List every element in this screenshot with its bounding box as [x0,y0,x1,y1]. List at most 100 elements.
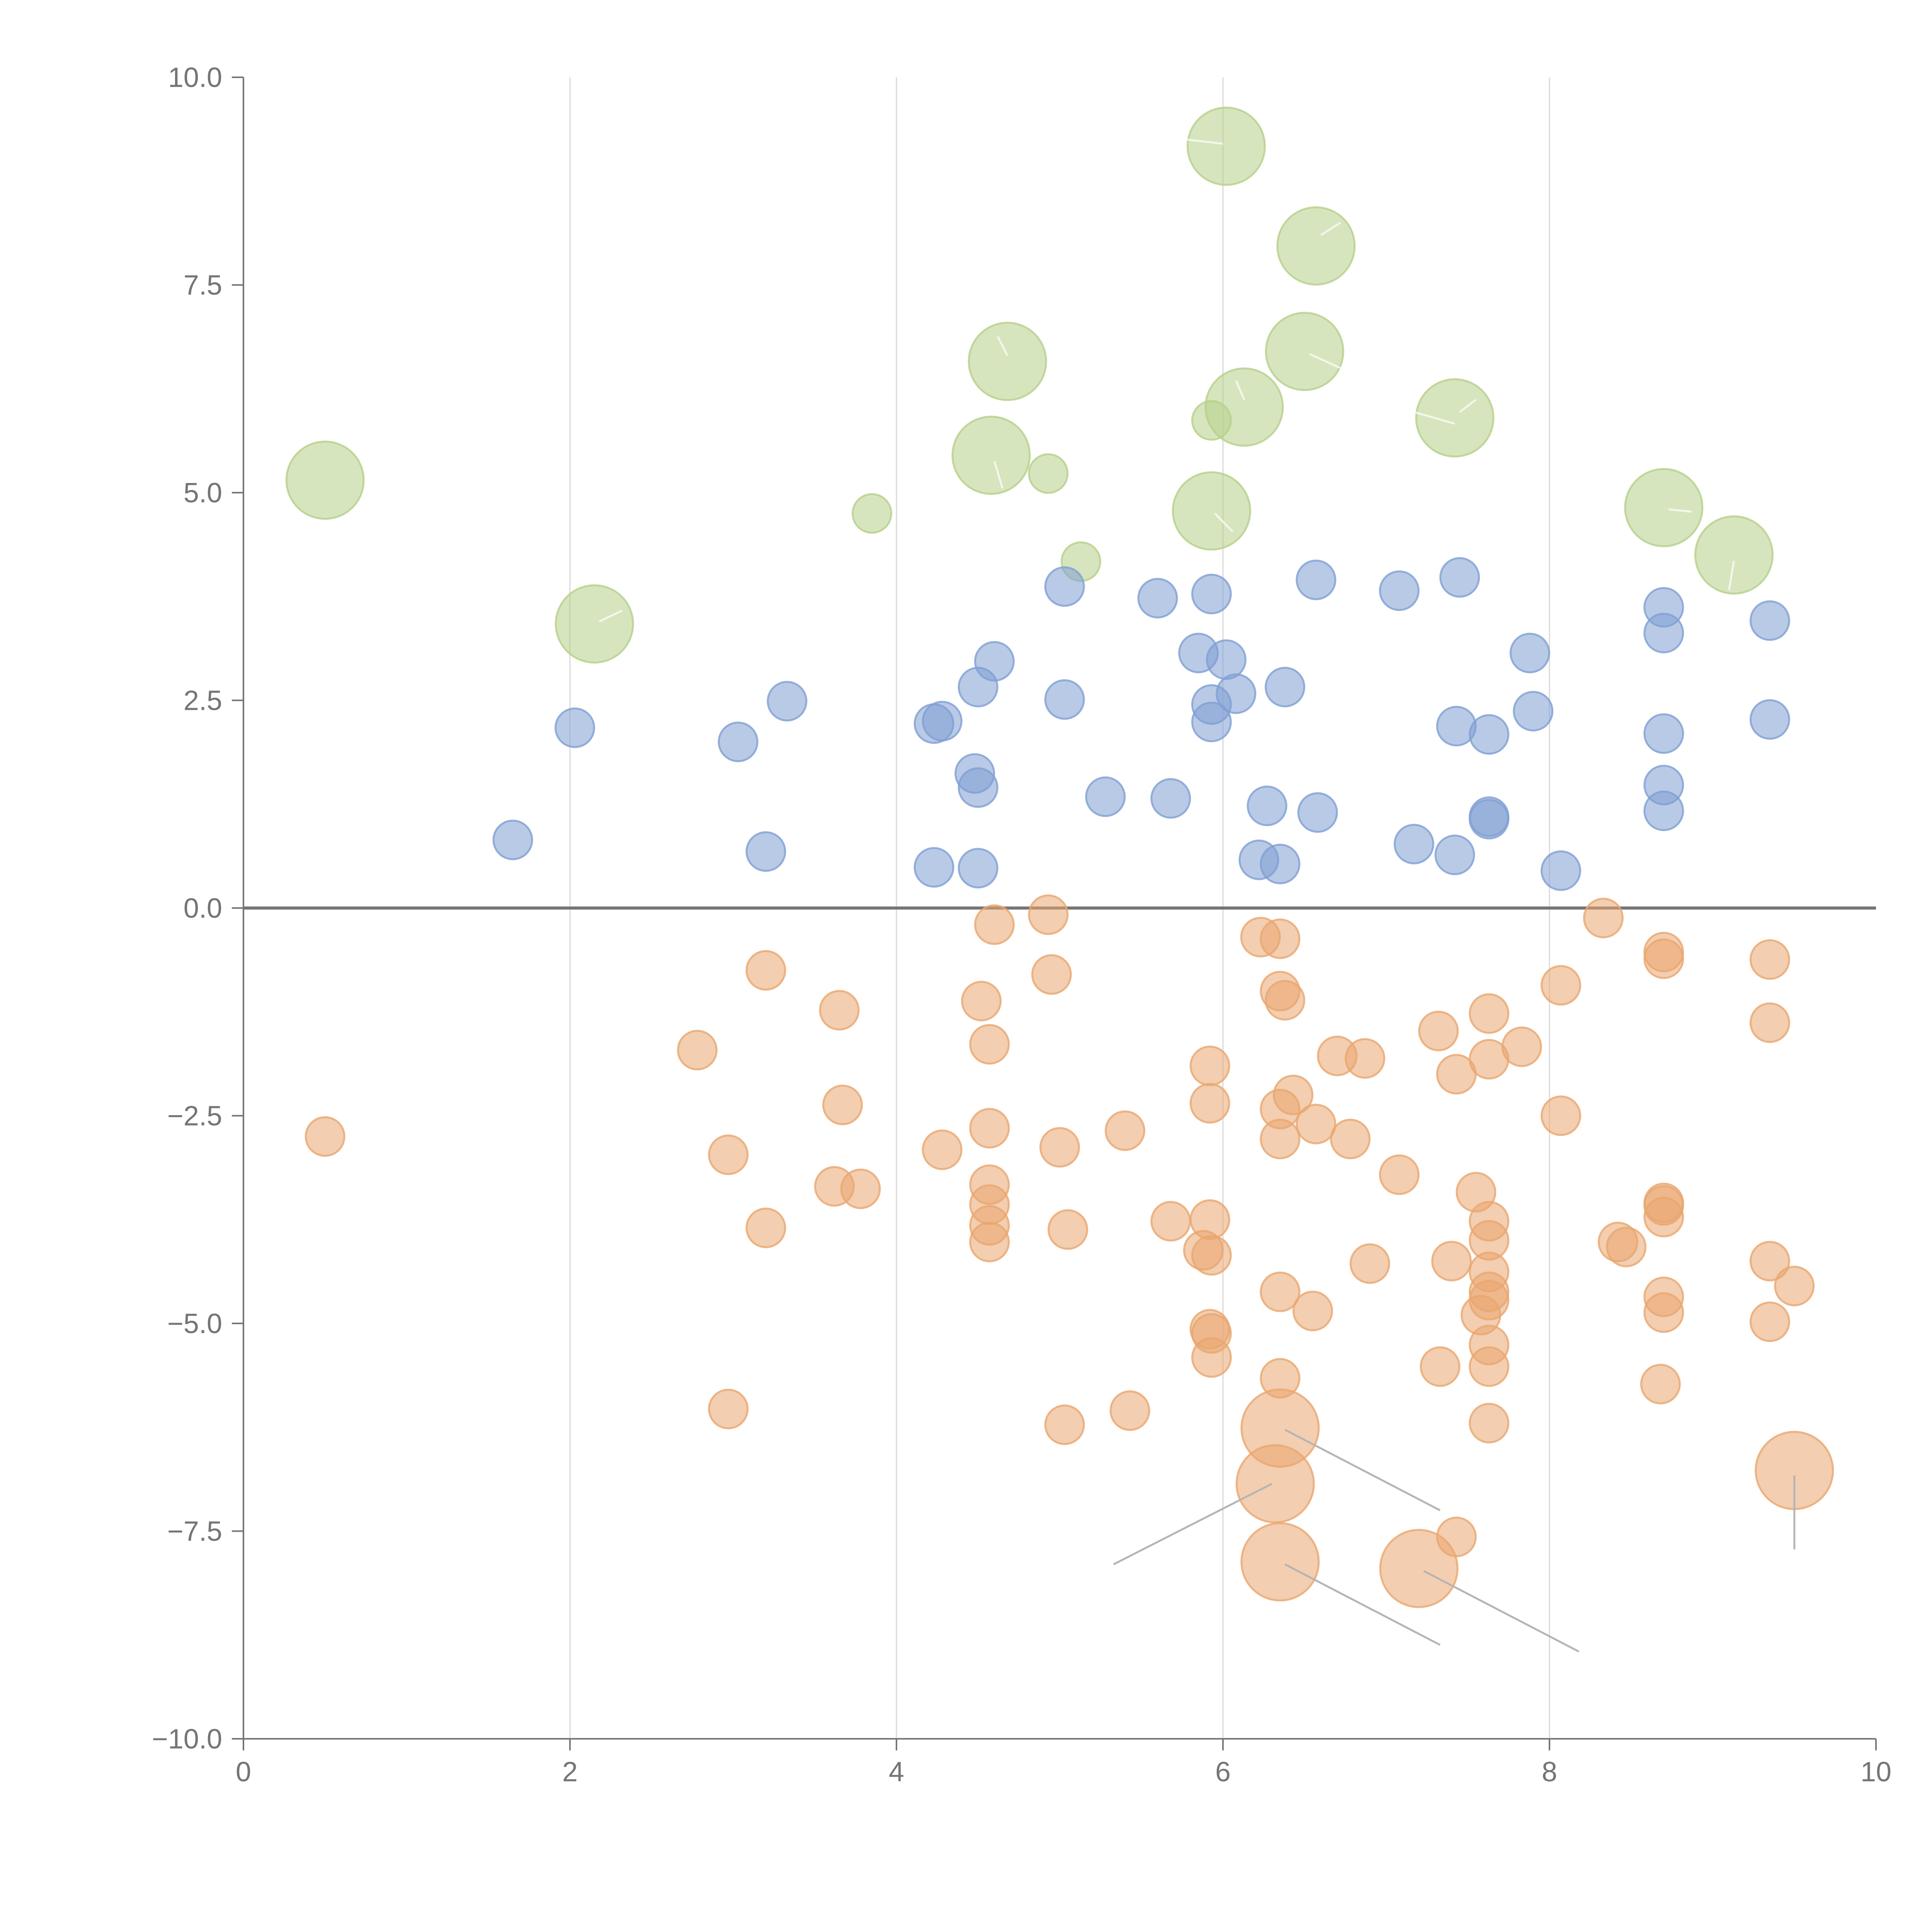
orange-bubble [1469,1403,1510,1444]
orange-bubble [922,1129,963,1170]
green-bubble [554,584,634,664]
orange-bubble [1028,894,1069,935]
orange-leader-line [1284,1563,1441,1646]
blue-bubble [1643,713,1684,754]
orange-bubble [1541,965,1582,1006]
orange-bubble [840,1168,881,1209]
orange-leader-line [1423,1570,1580,1653]
blue-bubble [1469,714,1510,755]
orange-bubble [1109,1390,1150,1431]
green-bubble [285,440,365,520]
green-bubble [951,415,1031,495]
x-tick-label: 10 [1861,1757,1891,1787]
green-bubble [1415,378,1495,457]
orange-bubble [1606,1226,1647,1267]
orange-bubble [969,1024,1010,1065]
blue-bubble [718,721,759,762]
blue-bubble [1439,557,1480,598]
orange-bubble [1640,1364,1681,1405]
orange-leader-line [1113,1483,1272,1565]
blue-bubble [767,681,808,722]
y-tick-label: −2.5 [167,1101,222,1132]
orange-bubble [1296,1104,1337,1145]
orange-bubble [1749,1241,1790,1282]
blue-bubble [1296,560,1337,600]
green-bubble [968,321,1047,401]
y-ticks: −10.0 −7.5 −5.0 −2.5 0.0 2.5 5.0 7.5 10.0 [152,62,243,1755]
orange-bubble [822,1085,863,1126]
orange-bubble [745,950,786,991]
orange-bubble [304,1116,345,1157]
x-tick-label: 2 [562,1757,578,1787]
orange-bubble [1431,1241,1472,1282]
y-tick-label: −10.0 [152,1724,222,1755]
x-tick-label: 8 [1542,1757,1557,1787]
y-tick-label: −5.0 [167,1308,222,1339]
orange-bubble [1235,1444,1315,1524]
orange-bubble [1240,1522,1320,1602]
orange-bubble [1749,1301,1790,1342]
orange-bubble [1643,1197,1684,1238]
orange-bubble [1436,1517,1477,1558]
green-bubble [1624,468,1704,548]
orange-bubble [1774,1265,1815,1306]
green-leader-line [1320,222,1341,236]
green-leader-line [1668,508,1692,513]
blue-bubble [745,831,786,872]
orange-bubble [1191,1337,1232,1378]
orange-bubble [1345,1038,1386,1079]
blue-bubble [1247,786,1287,827]
orange-bubble [1189,1046,1230,1086]
green-leader-line [1187,138,1223,145]
orange-bubble [1469,1280,1510,1321]
orange-bubble [708,1388,749,1429]
blue-bubble [1044,679,1085,720]
green-leader-line [993,461,1004,489]
blue-bubble [1085,776,1126,817]
blue-bubble [1150,778,1191,819]
green-bubble [1694,515,1774,595]
orange-bubble [1501,1026,1542,1067]
blue-bubble [1216,673,1257,714]
orange-bubble [969,1108,1010,1149]
orange-bubble [1643,1292,1684,1333]
orange-bubble [1191,1235,1232,1276]
green-leader-line [1459,399,1477,413]
blue-bubble [1541,850,1582,891]
green-bubble [1276,206,1356,286]
orange-bubble [1150,1201,1191,1242]
orange-bubble [1189,1083,1230,1124]
blue-bubble [492,820,533,861]
orange-bubble [1031,954,1072,995]
blue-bubble [1379,570,1420,611]
blue-bubble [1434,834,1475,875]
green-bubble [1186,106,1266,186]
orange-bubble [1541,1095,1582,1136]
orange-bubble [1260,918,1301,959]
orange-bubble [1379,1529,1459,1608]
orange-bubble [1260,1271,1301,1312]
green-leader-line [1309,353,1341,369]
y-tick-label: −7.5 [167,1516,222,1547]
blue-bubble [974,641,1015,682]
orange-bubble [1048,1209,1088,1250]
y-tick-label: 7.5 [184,270,222,301]
blue-bubble [1297,792,1338,833]
y-tick-label: 2.5 [184,685,222,716]
leader-lines [599,138,1796,1653]
orange-bubble [1749,1002,1790,1043]
green-bubble [1172,471,1251,551]
blue-bubble [1191,701,1232,742]
blue-bubble [1393,823,1434,864]
blue-bubble [1260,844,1301,884]
orange-bubble [1420,1346,1461,1387]
y-tick-label: 0.0 [184,893,222,924]
blue-bubble [1509,633,1550,673]
green-bubble [1028,453,1069,494]
orange-bubble [1379,1154,1420,1195]
orange-bubble [1469,993,1510,1034]
blue-bubble [554,707,595,748]
blue-bubble [913,847,954,888]
green-bubble [852,493,893,534]
blue-bubble [1191,573,1232,614]
